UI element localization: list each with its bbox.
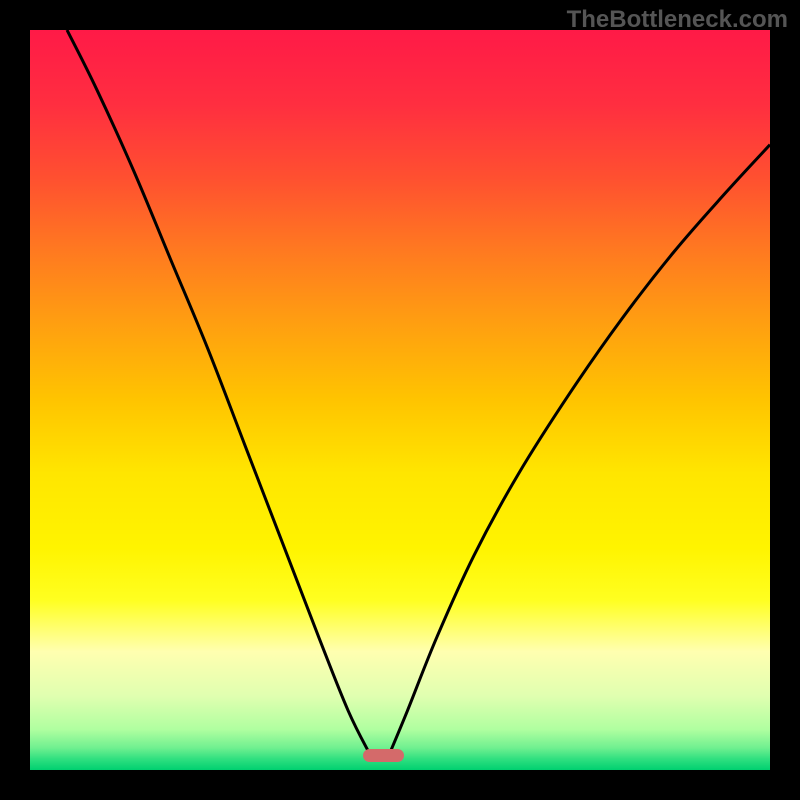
trough-marker bbox=[363, 749, 404, 762]
plot-area bbox=[30, 30, 770, 770]
curve-layer bbox=[30, 30, 770, 770]
chart-canvas: TheBottleneck.com bbox=[0, 0, 800, 800]
watermark-text: TheBottleneck.com bbox=[567, 6, 788, 34]
left-branch-curve bbox=[67, 30, 370, 755]
right-branch-curve bbox=[389, 145, 770, 756]
